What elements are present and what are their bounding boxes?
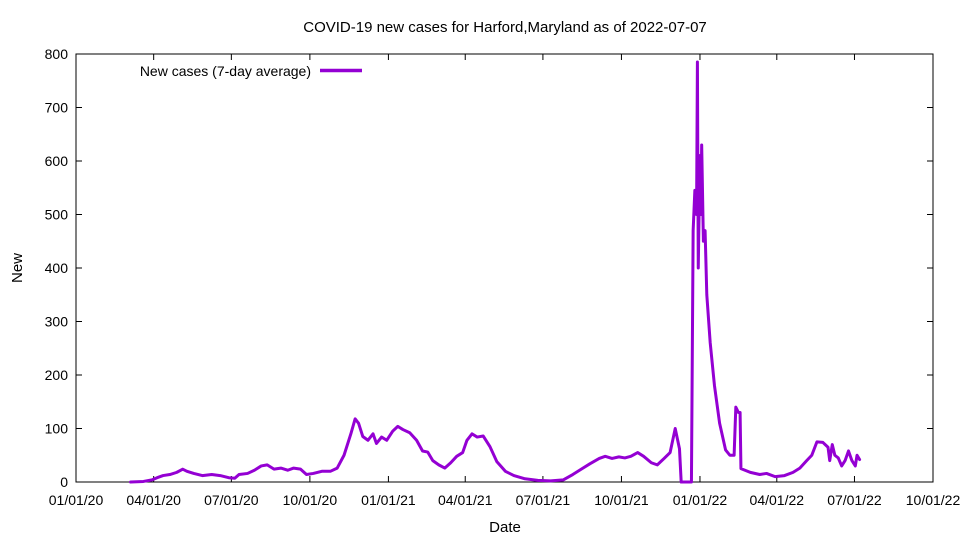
y-tick-label: 300 xyxy=(45,314,69,330)
x-tick-label: 10/01/22 xyxy=(906,492,960,508)
x-tick-label: 04/01/20 xyxy=(126,492,181,508)
x-tick-label: 04/01/21 xyxy=(438,492,493,508)
y-tick-label: 600 xyxy=(45,153,69,169)
legend-label: New cases (7-day average) xyxy=(140,63,311,79)
x-tick-label: 04/01/22 xyxy=(750,492,805,508)
x-tick-label: 01/01/21 xyxy=(361,492,416,508)
y-tick-label: 100 xyxy=(45,421,69,437)
x-tick-label: 01/01/20 xyxy=(49,492,104,508)
x-axis-label: Date xyxy=(489,519,521,536)
y-axis: 0 100 200 300 400 500 600 700 800 xyxy=(45,46,933,490)
plot-frame xyxy=(75,53,934,483)
y-tick-label: 0 xyxy=(60,474,68,490)
y-tick-label: 700 xyxy=(45,100,69,116)
x-tick-label: 07/01/21 xyxy=(516,492,571,508)
legend: New cases (7-day average) xyxy=(140,63,362,79)
series-layer xyxy=(129,60,862,484)
series-line-0 xyxy=(129,60,862,484)
x-tick-label: 10/01/21 xyxy=(594,492,649,508)
chart-title: COVID-19 new cases for Harford,Maryland … xyxy=(303,19,707,36)
y-tick-label: 500 xyxy=(45,207,69,223)
y-tick-label: 800 xyxy=(45,46,69,62)
x-tick-label: 10/01/20 xyxy=(283,492,338,508)
y-tick-label: 400 xyxy=(45,260,69,276)
x-axis: 01/01/20 04/01/20 07/01/20 10/01/20 01/01/21… xyxy=(49,54,960,508)
y-axis-label: New xyxy=(9,253,26,283)
x-tick-label: 07/01/20 xyxy=(204,492,259,508)
y-tick-label: 200 xyxy=(45,367,69,383)
x-tick-label: 07/01/22 xyxy=(827,492,882,508)
x-tick-label: 01/01/22 xyxy=(673,492,728,508)
